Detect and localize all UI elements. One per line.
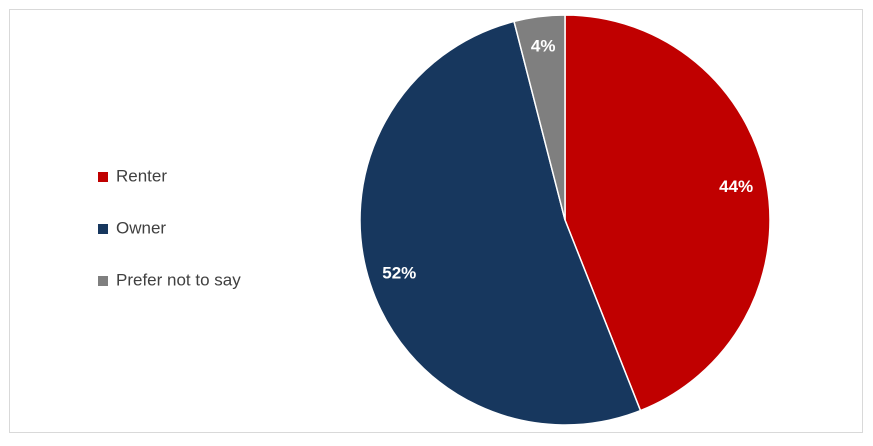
legend-swatch [98,172,108,182]
pie-slice [359,20,642,426]
data-label: 52% [382,263,416,282]
legend-label: Owner [116,218,166,237]
legend-label: Renter [116,166,167,185]
data-label: 44% [719,177,753,196]
pie-slice [513,14,566,221]
legend-label: Prefer not to say [116,270,241,289]
legend-swatch [98,276,108,286]
pie-slice [564,14,771,412]
data-label: 4% [531,37,556,56]
legend-swatch [98,224,108,234]
